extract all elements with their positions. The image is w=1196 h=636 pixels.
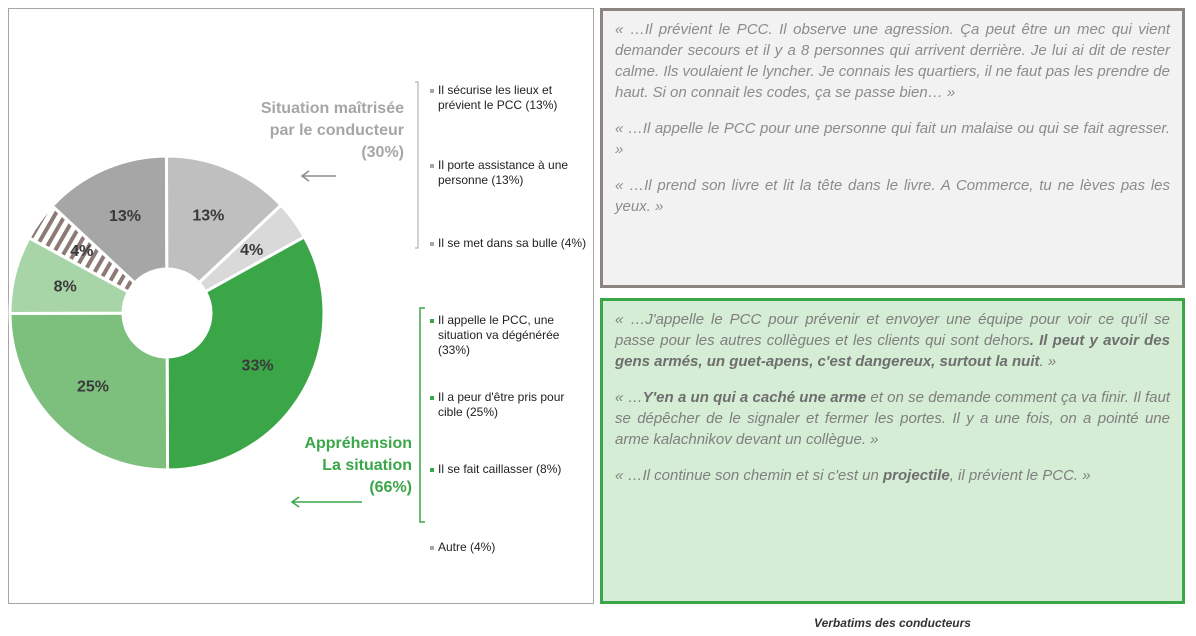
quote: « …Il continue son chemin et si c'est un… (615, 465, 1170, 486)
group-label-line: (66%) (369, 479, 412, 496)
pie-slice (165, 234, 326, 472)
legend-item: Autre (4%) (430, 540, 588, 555)
pie-slice (27, 203, 137, 294)
legend-item: Il se fait caillasser (8%) (430, 462, 588, 477)
chart: 13% 13% 4% 33% 25% 8% 4% (8, 81, 425, 523)
quote-text: « …Il prend son livre et lit la tête dan… (615, 177, 1170, 215)
quote-text: et on se demande comment ça va finir. Il… (615, 389, 1171, 448)
group-label: Appréhension La situation (66%) (304, 433, 412, 499)
quote-text: « … (615, 389, 643, 406)
legend-item: Il appelle le PCC, une situation va dégé… (430, 313, 588, 358)
data-label: 13% (109, 208, 141, 225)
arrow (300, 170, 336, 182)
group-label-line: par le conducteur (269, 122, 404, 139)
data-label: 33% (242, 357, 274, 374)
chart-panel (8, 8, 594, 604)
data-label: 25% (77, 379, 109, 396)
data-label: 8% (54, 278, 77, 295)
quote-text: , il prévient le PCC. » (949, 467, 1091, 484)
quote-text: « …J'appelle le PCC pour prévenir et env… (615, 311, 1170, 349)
group-label: Situation maîtrisée par le conducteur (30%… (261, 98, 404, 164)
quote-text: « …Il appelle le PCC pour une personne q… (615, 120, 1170, 158)
group-label-line: Appréhension (304, 435, 412, 452)
quote: « …Il prend son livre et lit la tête dan… (615, 175, 1170, 217)
group-label-line: La situation (322, 457, 412, 474)
quote-text: . Il peut y avoir des gens armés, un gue… (615, 332, 1170, 370)
pie-slice (50, 154, 169, 286)
data-label: 4% (70, 243, 93, 260)
quote-text: Y'en a un qui a caché une arme (642, 389, 867, 406)
data-label: 13% (192, 208, 224, 225)
pie-slice (164, 154, 284, 285)
legend-item: Il porte assistance à une personne (13%) (430, 158, 588, 188)
quote-box: « …J'appelle le PCC pour prévenir et env… (600, 298, 1185, 604)
group-label-line: (30%) (361, 144, 404, 161)
quote: « …Il appelle le PCC pour une personne q… (615, 118, 1170, 160)
bracket (415, 81, 419, 249)
legend-item: Il a peur d'être pris pour cible (25%) (430, 390, 588, 420)
caption: Verbatims des conducteurs (814, 616, 971, 630)
pie-slice (8, 311, 170, 472)
legend-item: Il se met dans sa bulle (4%) (430, 236, 588, 251)
arrow (290, 496, 362, 508)
quote-text: « …Il prévient le PCC. Il observe une ag… (615, 21, 1170, 101)
group-label-line: Situation maîtrisée (260, 100, 404, 117)
quote-text: . » (1039, 353, 1057, 370)
legend-item: Il sécurise les lieux et prévient le PCC… (430, 83, 588, 113)
quote: « …Y'en a un qui a caché une arme et on … (615, 387, 1170, 450)
quote-text: projectile (883, 467, 950, 484)
quote: « …Il prévient le PCC. Il observe une ag… (615, 19, 1170, 103)
quote-text: « …Il continue son chemin et si c'est un (615, 467, 884, 484)
bracket (419, 307, 425, 523)
quote-box: « …Il prévient le PCC. Il observe une ag… (600, 8, 1185, 288)
quote: « …J'appelle le PCC pour prévenir et env… (615, 309, 1170, 372)
data-label: 4% (240, 242, 263, 259)
